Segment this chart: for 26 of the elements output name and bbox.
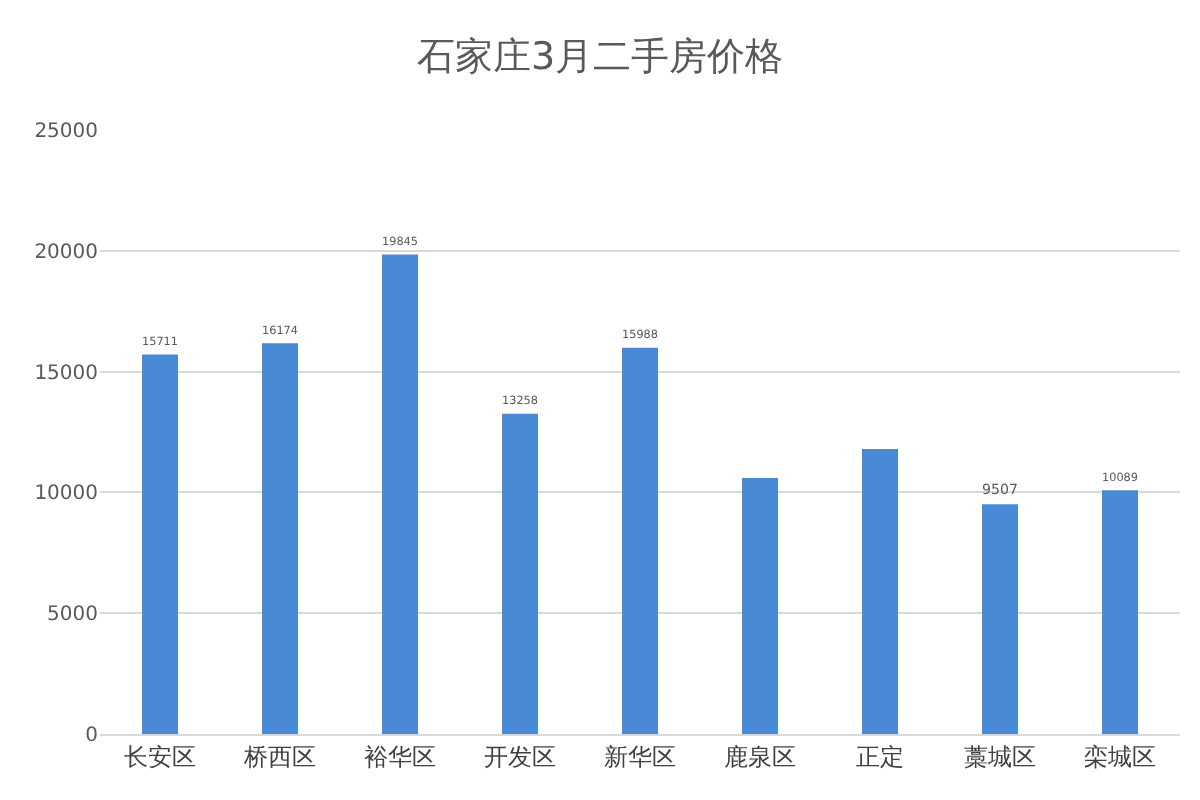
- x-tick-label: 栾城区: [1084, 742, 1156, 771]
- bar: [1102, 490, 1138, 734]
- x-tick-label: 鹿泉区: [724, 742, 796, 771]
- bar: [622, 347, 658, 734]
- x-tick-label: 藁城区: [964, 742, 1036, 771]
- y-tick-label: 15000: [34, 362, 98, 385]
- x-tick-label: 开发区: [484, 742, 556, 771]
- y-tick-label: 0: [85, 725, 98, 747]
- bar: [382, 254, 418, 734]
- x-tick-label: 新华区: [604, 742, 676, 771]
- y-tick-label: 20000: [34, 241, 98, 264]
- bar: [502, 413, 538, 734]
- bar: [862, 448, 898, 734]
- x-tick-label: 正定: [856, 742, 904, 771]
- y-tick-label: 25000: [34, 121, 98, 143]
- x-tick-label: 裕华区: [364, 742, 436, 771]
- bar: [142, 354, 178, 734]
- chart-title: 石家庄3月二手房价格: [416, 35, 784, 80]
- y-tick-label: 5000: [47, 604, 98, 627]
- bar: [262, 343, 298, 734]
- bar: [742, 477, 778, 734]
- data-label: 9507: [982, 480, 1018, 499]
- y-tick-label: 10000: [34, 483, 98, 506]
- x-tick-label: 长安区: [124, 742, 196, 771]
- bar: [982, 504, 1018, 734]
- x-tick-label: 桥西区: [242, 742, 316, 771]
